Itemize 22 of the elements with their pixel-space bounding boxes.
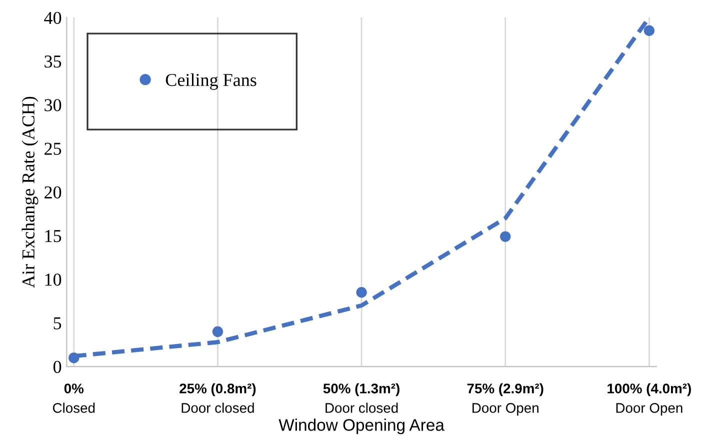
x-tick-label: 100% (4.0m²) Door Open [608,383,691,416]
x-tick-label: 75% (2.9m²) Door Open [467,383,544,416]
point [500,231,511,242]
y-tick-label: 10 [45,274,62,286]
y-tick-label: 20 [44,186,62,199]
x-tick-label: 50% (1.3m²) Door closed [323,383,400,413]
y-tick-label: 35 [44,55,62,68]
x-axis-title: Window Opening Area [278,418,444,434]
point [68,352,80,364]
x-tick-label: 0% Closed [52,384,95,413]
y-tick-label: 40 [44,12,62,24]
legend-label: Ceiling Fans [166,73,256,90]
x-tick-label: 25% (0.8m²) Door closed [180,383,256,413]
y-axis-title: Air Exchange Rate (ACH) [22,96,38,288]
y-tick-label: 5 [54,317,62,330]
y-tick-label: 0 [53,360,62,374]
y-tick-label: 25 [44,142,62,155]
point [356,287,367,298]
y-tick-label: 30 [44,99,62,112]
y-tick-label: 15 [45,230,62,242]
point [644,25,655,36]
point [212,326,224,338]
